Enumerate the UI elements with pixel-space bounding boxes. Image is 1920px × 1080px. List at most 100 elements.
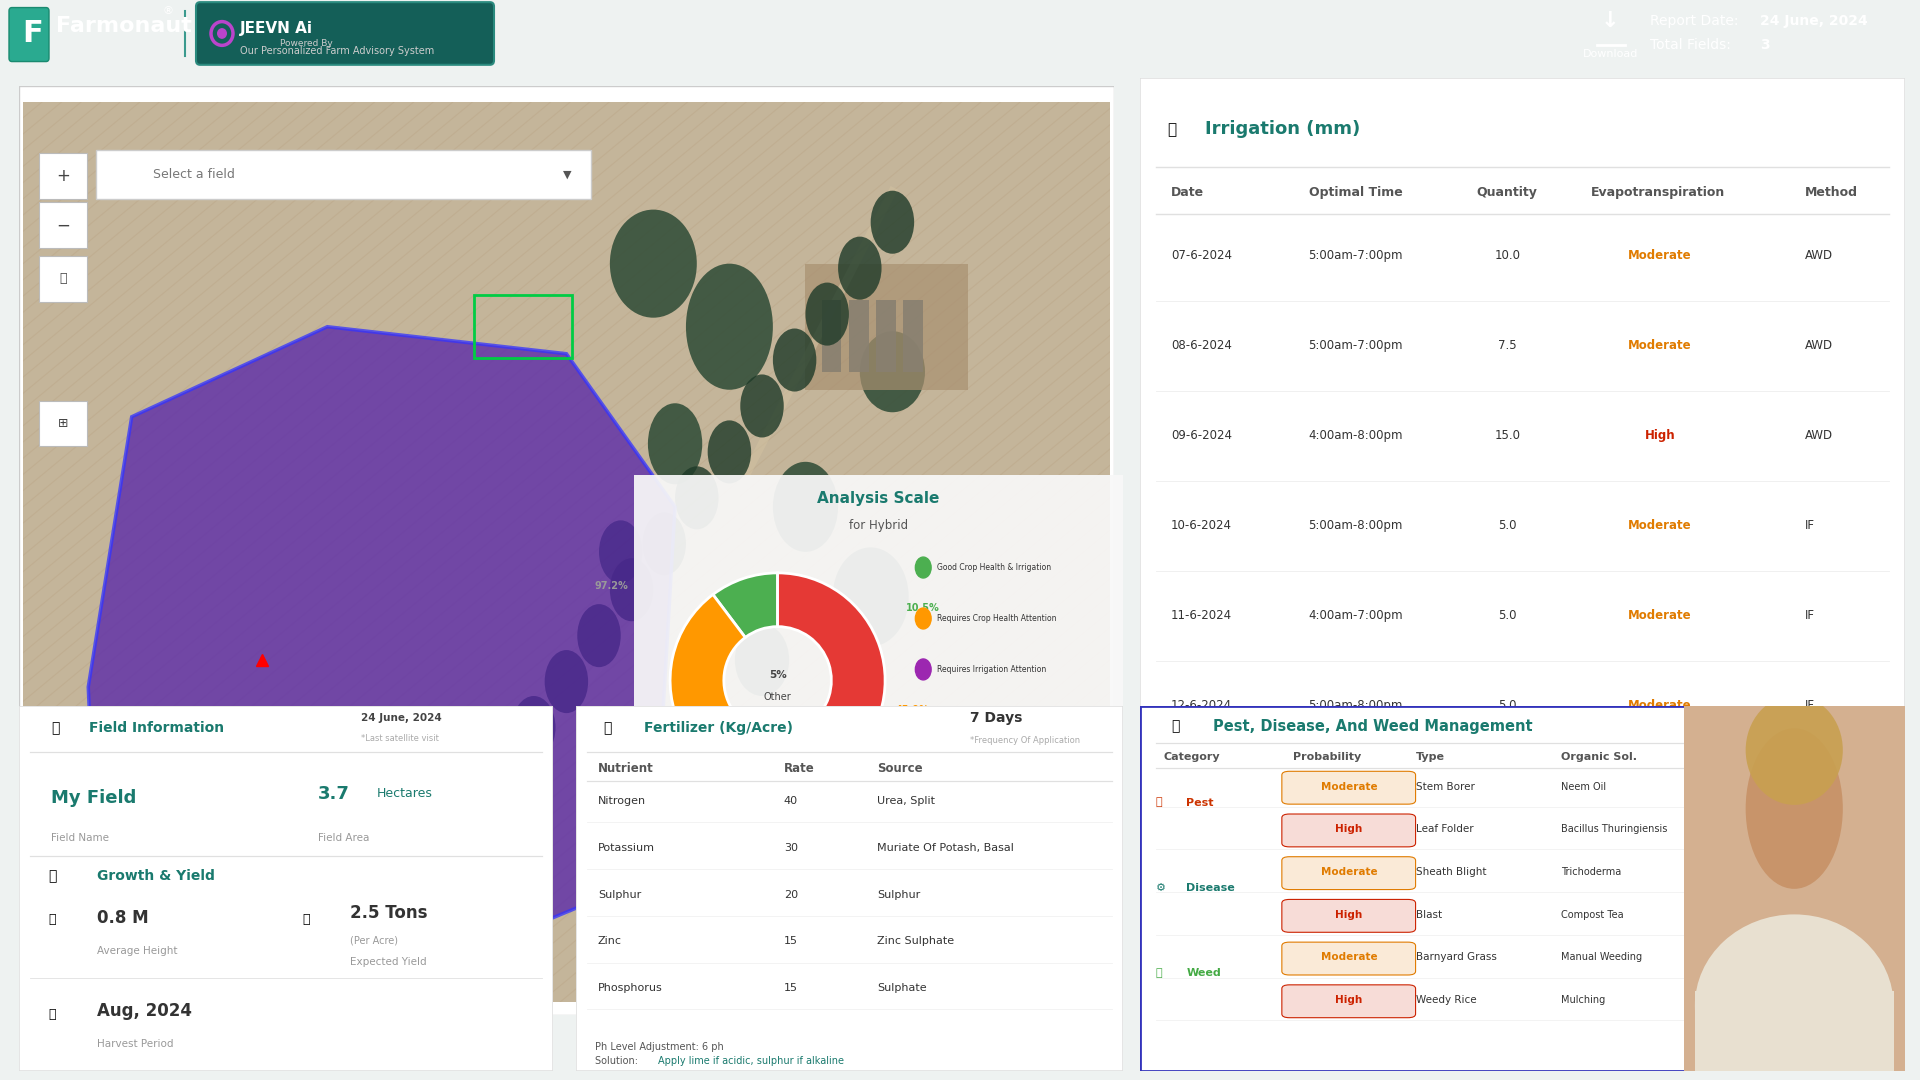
Text: Ph Level Adjustment: 6 ph: Ph Level Adjustment: 6 ph [595, 1041, 724, 1052]
Text: Trichoderma: Trichoderma [1561, 867, 1620, 877]
Text: 🍃 Leaflet  |  © OpenStreetMap contributors, Google: 🍃 Leaflet | © OpenStreetMap contributors… [328, 988, 543, 997]
FancyBboxPatch shape [38, 256, 86, 302]
Bar [1695, 991, 1893, 1071]
Text: Weedy Rice: Weedy Rice [1415, 995, 1476, 1005]
Bar [822, 299, 841, 372]
Ellipse shape [735, 624, 789, 696]
Text: 300 ft: 300 ft [111, 984, 140, 995]
Text: Average Height: Average Height [96, 946, 177, 956]
Ellipse shape [860, 332, 925, 413]
FancyBboxPatch shape [196, 2, 493, 65]
Text: 20: 20 [783, 890, 799, 900]
FancyBboxPatch shape [1283, 942, 1415, 975]
Text: 🌿: 🌿 [1171, 719, 1179, 733]
Text: Solution:: Solution: [595, 1056, 641, 1066]
Text: Organic Sol.: Organic Sol. [1561, 752, 1636, 761]
Ellipse shape [676, 467, 718, 529]
Text: 45.9%: 45.9% [895, 704, 929, 715]
Text: Harvest Period: Harvest Period [96, 1039, 173, 1049]
Text: Neem Oil: Neem Oil [1561, 782, 1605, 792]
Text: Growth & Yield: Growth & Yield [96, 869, 215, 883]
Text: AWD: AWD [1805, 430, 1834, 443]
Ellipse shape [647, 403, 703, 484]
FancyBboxPatch shape [626, 470, 1131, 869]
Text: Source: Source [877, 761, 924, 774]
Text: Total Fields:: Total Fields: [1649, 39, 1730, 52]
Text: Stem Borer: Stem Borer [1415, 782, 1475, 792]
Ellipse shape [578, 604, 620, 667]
Text: AWD: Alternate Wetting and Drying | IF: Intermittent Flooding: AWD: Alternate Wetting and Drying | IF: … [1185, 977, 1505, 987]
FancyBboxPatch shape [10, 8, 50, 62]
Text: 5.0: 5.0 [1498, 609, 1517, 622]
Circle shape [217, 28, 227, 39]
Text: 50 m: 50 m [113, 975, 138, 985]
Text: 4:00am-8:00pm: 4:00am-8:00pm [1309, 430, 1404, 443]
Text: 24 June, 2024: 24 June, 2024 [1761, 14, 1868, 27]
Text: Bacillus Thuringiensis: Bacillus Thuringiensis [1561, 824, 1667, 835]
Text: ℹ: ℹ [1162, 977, 1165, 987]
Ellipse shape [870, 191, 914, 254]
Text: 24 June, 2024: 24 June, 2024 [361, 713, 442, 723]
Text: Date: Date [1171, 186, 1204, 199]
Text: 👤: 👤 [52, 721, 60, 735]
Ellipse shape [599, 521, 643, 583]
Text: Expected Yield: Expected Yield [349, 957, 426, 967]
Text: High: High [1336, 995, 1363, 1005]
Text: 🌱: 🌱 [48, 869, 58, 883]
Text: Field Name: Field Name [52, 833, 109, 842]
Text: Optimal Time: Optimal Time [1309, 186, 1402, 199]
Text: Irrigation (mm): Irrigation (mm) [1206, 120, 1361, 138]
FancyBboxPatch shape [1283, 985, 1415, 1017]
Text: 15: 15 [783, 983, 799, 994]
Text: Moderate: Moderate [1321, 953, 1377, 962]
Bar [1148, 399, 1897, 472]
Bar [806, 264, 968, 390]
FancyBboxPatch shape [1140, 706, 1905, 1071]
Polygon shape [88, 326, 676, 948]
Text: 09-6-2024: 09-6-2024 [1171, 430, 1233, 443]
Text: Select a field: Select a field [154, 168, 236, 181]
Text: Aug, 2024: Aug, 2024 [96, 1002, 192, 1021]
Text: (Per Acre): (Per Acre) [349, 935, 397, 946]
Text: ↓: ↓ [1601, 11, 1619, 30]
Text: IF: IF [1805, 700, 1814, 713]
FancyBboxPatch shape [19, 706, 553, 1071]
Text: Fertilizer (Kg/Acre): Fertilizer (Kg/Acre) [645, 721, 793, 735]
Text: Pest, Disease, And Weed Management: Pest, Disease, And Weed Management [1213, 719, 1532, 734]
Text: Mulching: Mulching [1561, 995, 1605, 1005]
Text: Moderate: Moderate [1628, 519, 1692, 532]
Text: Moderate: Moderate [1628, 339, 1692, 352]
Text: Type: Type [1415, 752, 1444, 761]
Ellipse shape [774, 328, 816, 392]
Text: 40: 40 [783, 796, 799, 807]
Text: 15.0: 15.0 [1494, 430, 1521, 443]
Text: 🌿: 🌿 [1167, 122, 1177, 137]
Ellipse shape [708, 420, 751, 484]
Wedge shape [670, 594, 812, 788]
Text: Field Area: Field Area [319, 833, 369, 842]
Text: 11-6-2024: 11-6-2024 [1171, 609, 1233, 622]
Text: IF: IF [1805, 789, 1814, 802]
Text: ®: ® [163, 5, 175, 16]
Bar [849, 299, 868, 372]
Text: Method: Method [1805, 186, 1859, 199]
Text: Sulphur: Sulphur [877, 890, 920, 900]
Text: My Field: My Field [52, 788, 136, 807]
Text: 5:00am-8:00pm: 5:00am-8:00pm [1309, 789, 1404, 802]
Text: Quantity: Quantity [1476, 186, 1538, 199]
Ellipse shape [611, 210, 697, 318]
Text: Evapotranspiration: Evapotranspiration [1592, 186, 1726, 199]
Text: Sulphur: Sulphur [597, 890, 641, 900]
Text: 3: 3 [1761, 39, 1770, 52]
Text: Moderate: Moderate [1321, 782, 1377, 792]
Ellipse shape [833, 548, 908, 647]
Text: Apply lime if acidic, sulphur if alkaline: Apply lime if acidic, sulphur if alkalin… [659, 1056, 845, 1066]
Text: 7.5: 7.5 [1498, 339, 1517, 352]
Text: AWD: AWD [1805, 339, 1834, 352]
Text: 97.2%: 97.2% [593, 581, 628, 591]
Text: 3.7: 3.7 [319, 785, 349, 802]
Circle shape [916, 608, 931, 629]
Text: +: + [56, 167, 71, 186]
Text: 5:00am-7:00pm: 5:00am-7:00pm [1309, 249, 1404, 262]
Text: Field Information: Field Information [88, 721, 225, 735]
